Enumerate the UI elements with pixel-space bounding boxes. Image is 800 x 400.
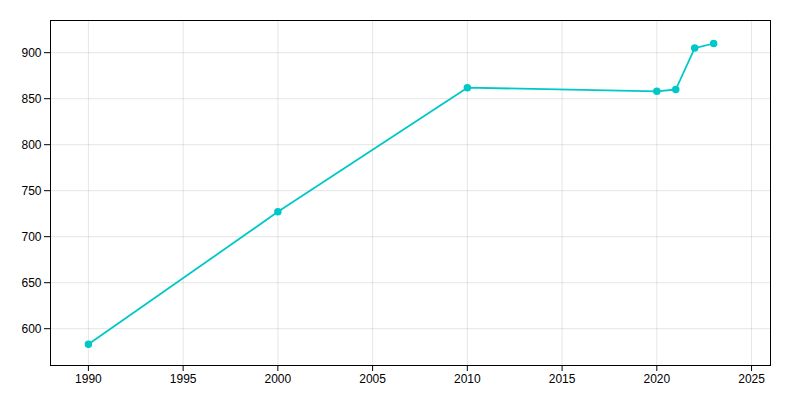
svg-text:600: 600 <box>21 322 41 336</box>
svg-text:2025: 2025 <box>738 372 765 386</box>
svg-text:2005: 2005 <box>359 372 386 386</box>
svg-text:2000: 2000 <box>265 372 292 386</box>
svg-text:750: 750 <box>21 184 41 198</box>
svg-text:2015: 2015 <box>549 372 576 386</box>
svg-text:900: 900 <box>21 46 41 60</box>
svg-text:800: 800 <box>21 138 41 152</box>
svg-text:2010: 2010 <box>454 372 481 386</box>
svg-text:700: 700 <box>21 230 41 244</box>
svg-text:1990: 1990 <box>75 372 102 386</box>
svg-text:650: 650 <box>21 276 41 290</box>
svg-text:1995: 1995 <box>170 372 197 386</box>
svg-text:850: 850 <box>21 92 41 106</box>
svg-text:2020: 2020 <box>643 372 670 386</box>
